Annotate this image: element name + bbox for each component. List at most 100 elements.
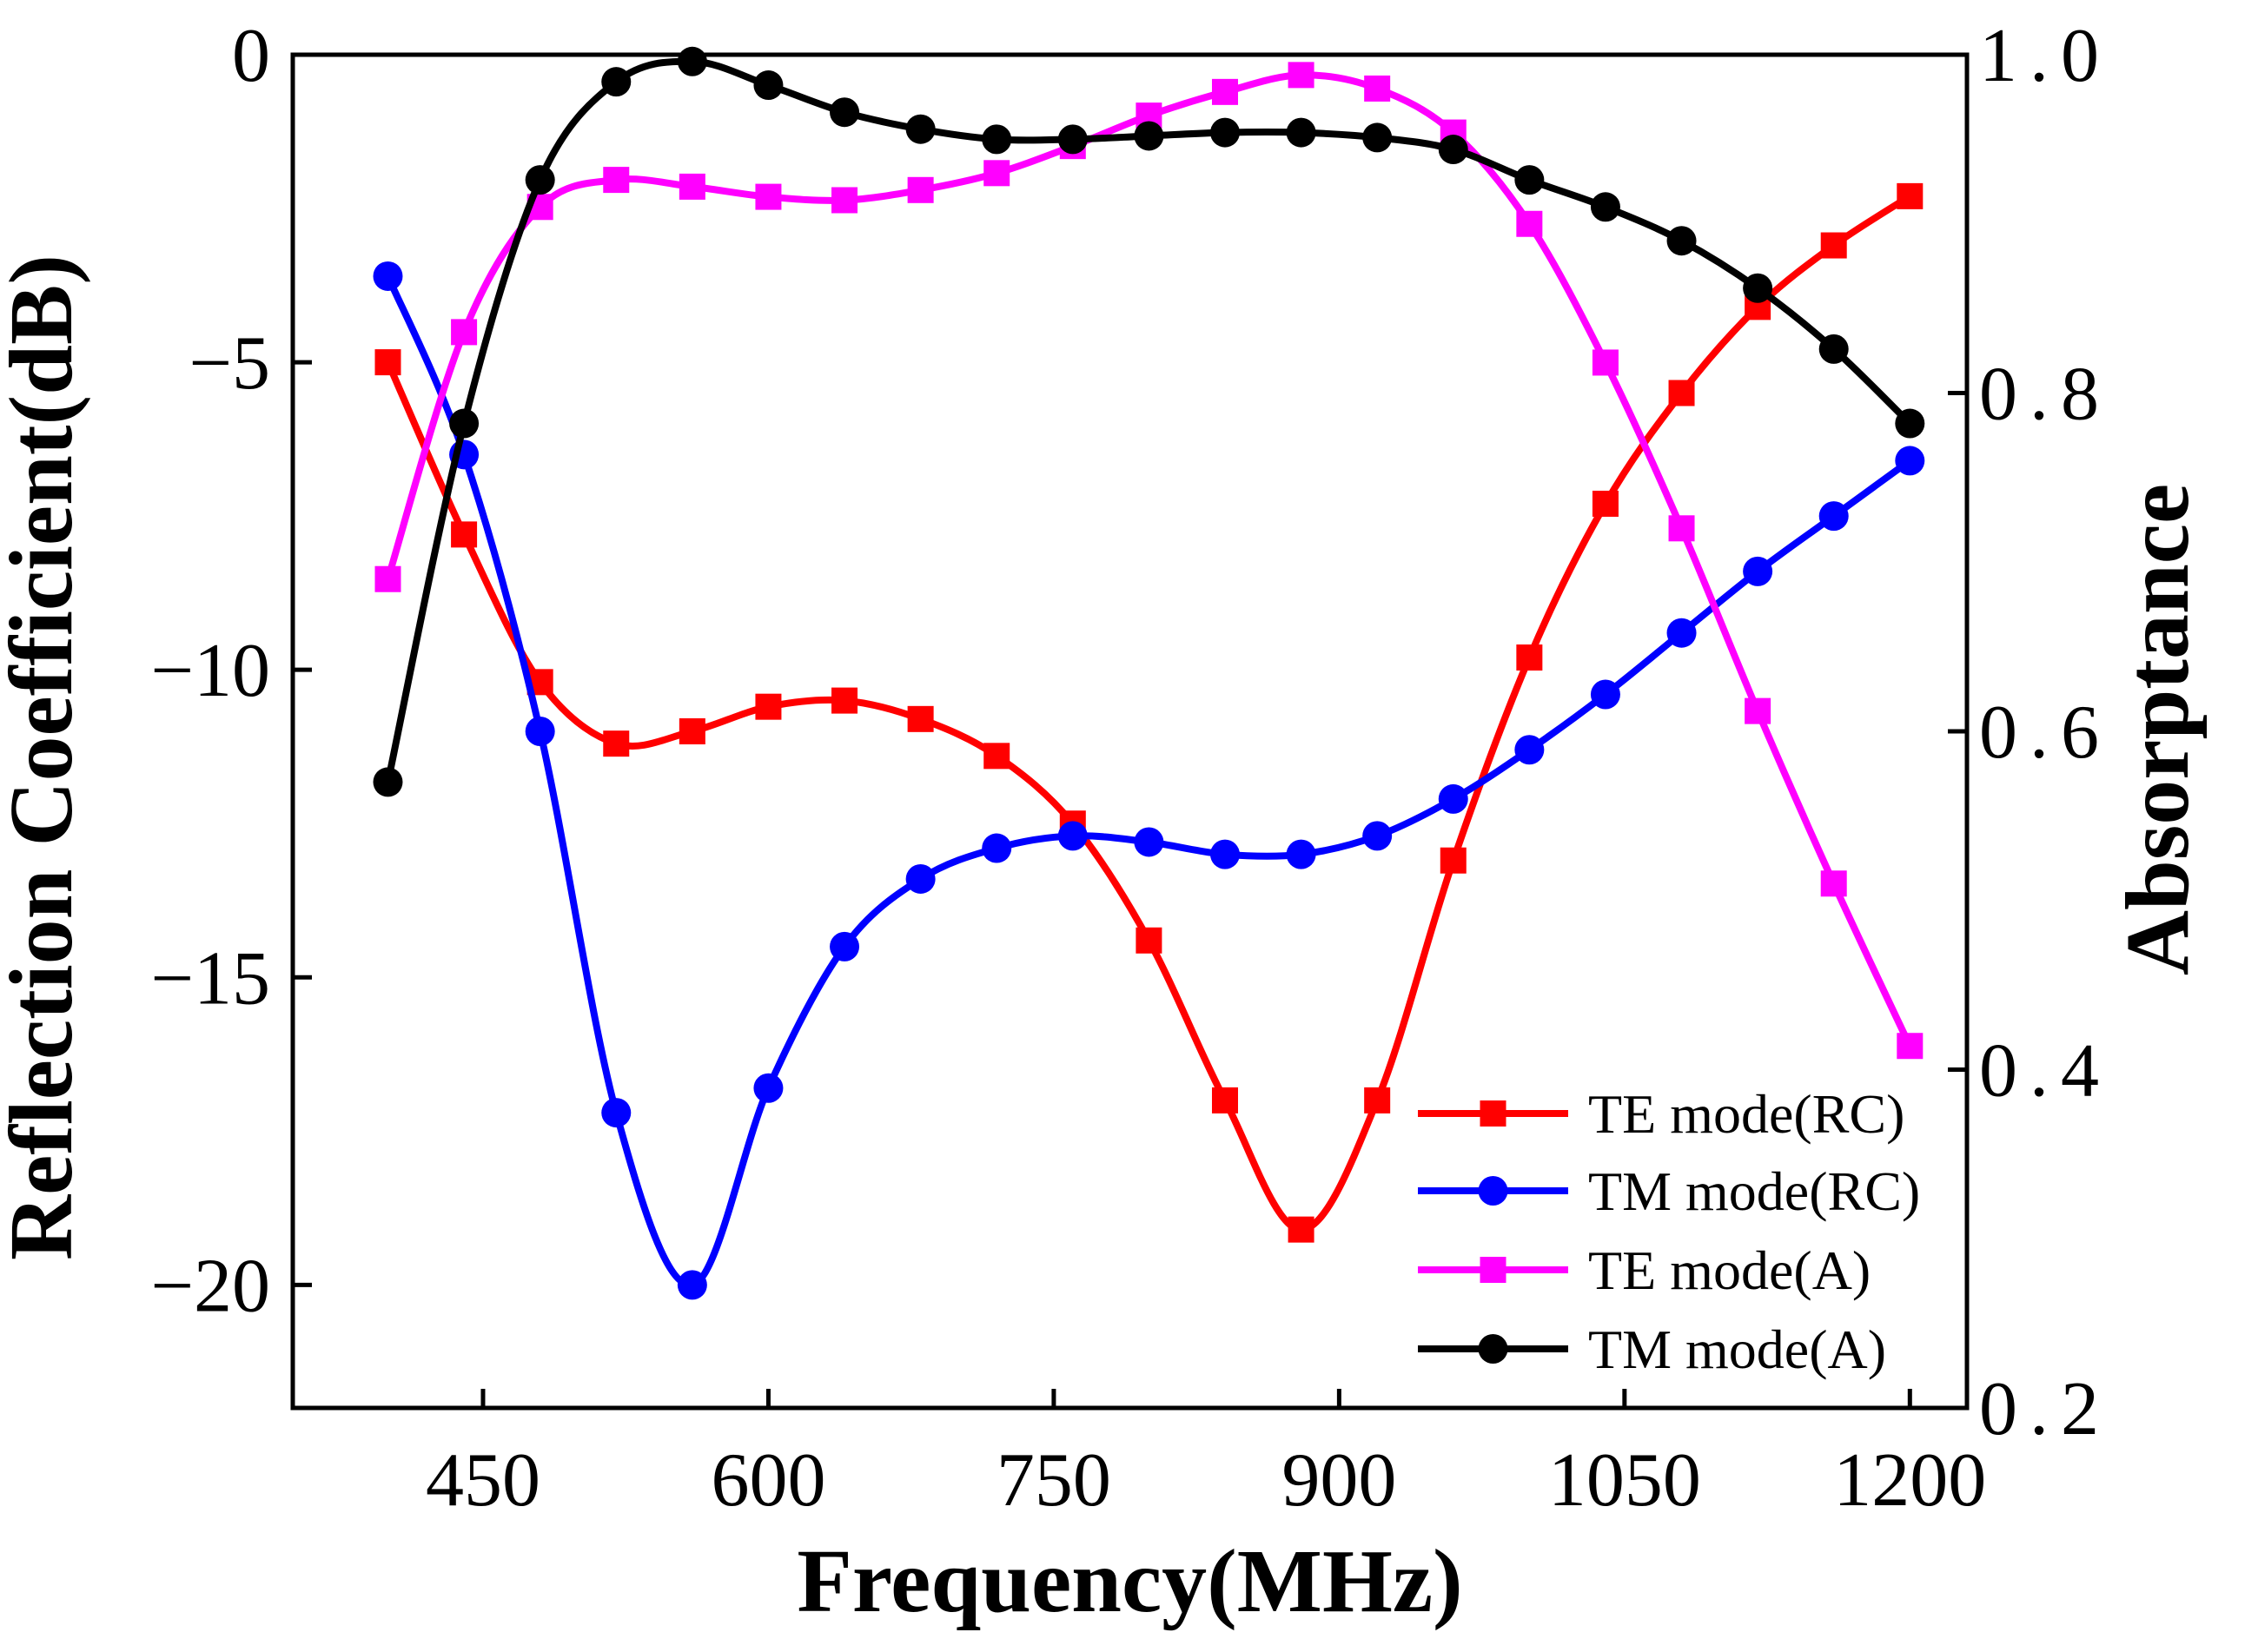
y-tick-label: −20 [150, 1244, 270, 1328]
x-axis-title: Frequency(MHz) [797, 1531, 1462, 1631]
data-point [677, 1270, 707, 1300]
data-point [1286, 117, 1316, 148]
series-layer [373, 46, 1925, 1300]
series-te-mode-a [374, 62, 1924, 1060]
y-tick-label: −10 [150, 629, 270, 713]
x-tick-label: 1200 [1833, 1438, 1986, 1523]
y2-tick-label: 1.0 [1979, 14, 2111, 98]
data-point [905, 863, 936, 894]
data-point [755, 183, 782, 210]
data-point [1211, 1087, 1238, 1113]
data-point [1666, 618, 1697, 648]
data-point [1516, 644, 1543, 671]
legend-marker [1480, 1257, 1506, 1283]
data-point [830, 97, 860, 128]
axes-layer: 450 600 750 900 1050 1200 0 −5 −10 −15 −20 1.0 0.8 0.… [150, 14, 2111, 1523]
x-tick-label: 750 [997, 1438, 1111, 1523]
x-tick-label: 450 [426, 1438, 540, 1523]
y-tick-label: 0 [232, 14, 270, 98]
data-point [830, 931, 860, 961]
data-point [1209, 839, 1240, 869]
data-point [1364, 1087, 1391, 1113]
data-point [1745, 697, 1771, 724]
series-line-te-mode-rc [384, 193, 1912, 1233]
data-point [449, 408, 480, 439]
data-point [1818, 334, 1849, 364]
data-point [983, 743, 1010, 770]
data-point [1057, 124, 1088, 155]
data-point [451, 521, 478, 548]
legend-item-tm-mode-a: TM mode(A) [1418, 1318, 1886, 1380]
data-point [1820, 232, 1847, 259]
data-point [907, 176, 934, 203]
data-point [1286, 839, 1316, 869]
data-point [603, 730, 630, 757]
data-point [1134, 827, 1164, 857]
data-point [1590, 192, 1620, 222]
data-point [1362, 122, 1393, 153]
data-point [1514, 165, 1545, 195]
legend-marker [1478, 1176, 1508, 1206]
data-point [1820, 870, 1847, 897]
data-point [831, 187, 858, 214]
y2-tick-label: 0.8 [1979, 353, 2111, 437]
legend-label: TM mode(A) [1588, 1318, 1886, 1380]
data-point [1895, 408, 1925, 439]
data-point [525, 717, 555, 746]
data-point [1666, 226, 1697, 256]
data-point [1592, 349, 1619, 376]
legend-label: TE mode(RC) [1588, 1083, 1904, 1145]
data-point [1057, 821, 1088, 851]
series-tm-mode-rc [373, 261, 1925, 1300]
data-point [753, 1073, 784, 1103]
legend-item-tm-mode-rc: TM mode(RC) [1418, 1160, 1920, 1222]
x-tick-label: 900 [1281, 1438, 1396, 1523]
data-point [1364, 75, 1391, 102]
legend-marker [1478, 1334, 1508, 1364]
data-point [374, 349, 401, 376]
series-line-tm-mode-rc [384, 274, 1912, 1289]
data-point [1514, 735, 1545, 765]
y-axis-title: Reflection Coefficient(dB) [0, 254, 91, 1260]
data-point [679, 718, 705, 744]
y-tick-label: −5 [189, 321, 270, 406]
data-point [1438, 783, 1468, 814]
data-point [1516, 210, 1543, 237]
data-point [755, 693, 782, 720]
data-point [679, 173, 705, 200]
legend-item-te-mode-a: TE mode(A) [1418, 1239, 1871, 1301]
data-point [1134, 121, 1164, 151]
x-tick-label: 1050 [1548, 1438, 1701, 1523]
data-point [831, 687, 858, 714]
data-point [1895, 446, 1925, 476]
data-point [982, 833, 1012, 863]
series-line-te-mode-a [384, 71, 1913, 1047]
data-point [1818, 501, 1849, 532]
y-tick-label: −15 [150, 936, 270, 1021]
y2-tick-label: 0.6 [1979, 691, 2111, 775]
data-point [1362, 821, 1393, 851]
y2-tick-label: 0.4 [1979, 1029, 2111, 1113]
data-point [1136, 927, 1162, 954]
data-point [983, 160, 1010, 187]
data-point [907, 705, 934, 732]
data-point [374, 565, 401, 592]
data-point [1592, 490, 1619, 517]
data-point [1209, 117, 1240, 148]
series-te-mode-rc [374, 182, 1924, 1243]
data-point [753, 70, 784, 101]
legend-marker [1480, 1100, 1506, 1127]
data-point [1743, 273, 1773, 303]
data-point [1288, 1216, 1314, 1243]
data-point [982, 124, 1012, 155]
data-point [1668, 515, 1695, 542]
data-point [1590, 679, 1620, 710]
series-tm-mode-a [373, 46, 1925, 797]
legend-label: TE mode(A) [1588, 1239, 1871, 1301]
x-tick-label: 600 [711, 1438, 825, 1523]
data-point [601, 1098, 632, 1128]
data-point [525, 165, 555, 195]
data-point [1438, 135, 1468, 165]
